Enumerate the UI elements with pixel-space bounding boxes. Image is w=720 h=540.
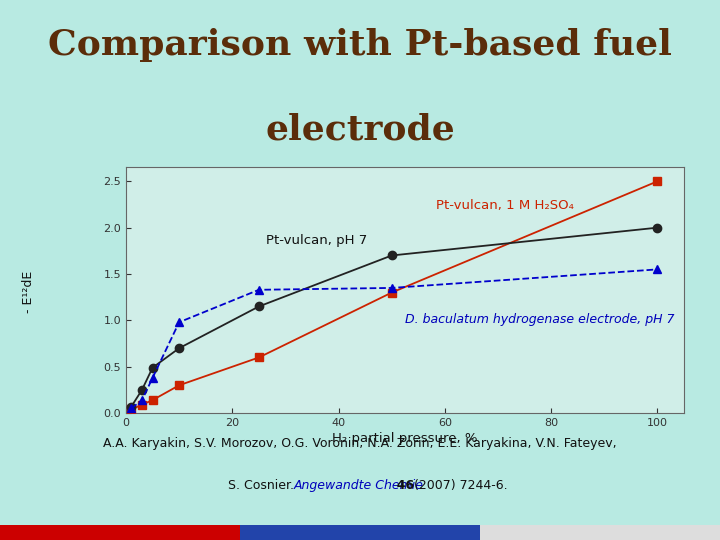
Text: 46: 46 [387, 480, 413, 492]
X-axis label: H₂ partial pressure, %: H₂ partial pressure, % [332, 432, 478, 445]
Text: Comparison with Pt-based fuel: Comparison with Pt-based fuel [48, 29, 672, 62]
Text: S. Cosnier.: S. Cosnier. [228, 480, 298, 492]
Bar [0, 525, 240, 540]
Text: D. baculatum hydrogenase electrode, pH 7: D. baculatum hydrogenase electrode, pH 7 [405, 313, 675, 326]
Text: A.A. Karyakin, S.V. Morozov, O.G. Voronin, N.A. Zorin, E.E. Karyakina, V.N. Fate: A.A. Karyakin, S.V. Morozov, O.G. Voroni… [103, 437, 617, 450]
Text: Angewandte Chemie: Angewandte Chemie [294, 480, 424, 492]
Bar [240, 525, 480, 540]
Bar [480, 525, 720, 540]
Text: (2007) 7244-6.: (2007) 7244-6. [410, 480, 507, 492]
Text: electrode: electrode [265, 113, 455, 146]
Text: Pt-vulcan, 1 M H₂SO₄: Pt-vulcan, 1 M H₂SO₄ [436, 199, 574, 212]
Text: Pt-vulcan, pH 7: Pt-vulcan, pH 7 [266, 234, 366, 247]
Text: - E¹²dE: - E¹²dE [22, 271, 35, 313]
